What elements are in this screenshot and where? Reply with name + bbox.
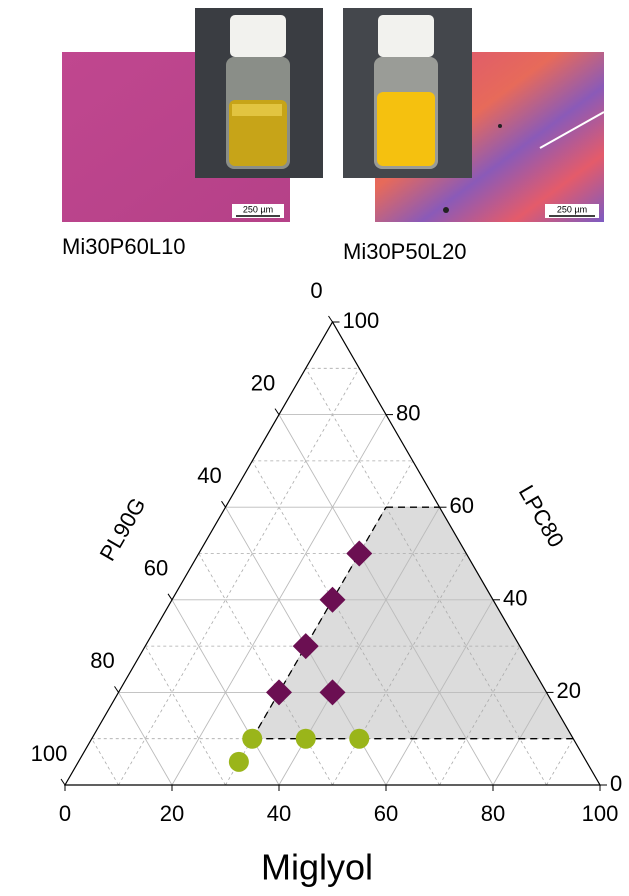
left-tick-label: 80 (90, 648, 114, 673)
data-point (292, 633, 319, 660)
left-tick-label: 20 (251, 370, 275, 395)
minor-grid-line (144, 645, 226, 786)
minor-grid-line (91, 738, 119, 786)
left-tick-label: 0 (310, 278, 322, 303)
grid-line (385, 599, 494, 786)
right-tick-label: 20 (557, 678, 581, 703)
vial-photo-1 (195, 8, 323, 178)
bottom-tick-label: 60 (374, 801, 398, 826)
tick-mark (60, 778, 66, 786)
data-point (266, 679, 292, 706)
bottom-tick-label: 100 (582, 801, 619, 826)
panel-caption: Mi30P60L10 (62, 234, 186, 259)
vial-photo-2 (343, 8, 472, 178)
grid-line (171, 599, 280, 786)
tick-mark (114, 686, 119, 693)
tick-mark (221, 500, 226, 508)
right-tick-label: 100 (343, 308, 380, 333)
axis-title: Miglyol (261, 847, 373, 888)
scale-bar-label: 250 µm (557, 204, 587, 214)
ternary-chart: 0 20 40 60 80 100 0 20 40 60 80 100 0 20 40 60 80 100 Migl… (31, 278, 623, 888)
data-point (346, 540, 373, 567)
data-point (349, 728, 370, 749)
tick-mark (167, 593, 173, 601)
bottom-tick-label: 0 (59, 801, 71, 826)
left-tick-label: 100 (31, 741, 68, 766)
left-tick-label: 60 (144, 556, 168, 581)
axis-title: LPC80 (514, 481, 569, 552)
left-tick-label: 40 (197, 463, 221, 488)
panel-caption: Mi30P50L20 (343, 239, 467, 264)
grid-line (118, 692, 173, 786)
data-point (319, 679, 346, 706)
triangle-frame (63, 320, 602, 786)
scale-bar-label: 250 µm (243, 204, 273, 214)
minor-grid-line (118, 368, 360, 786)
right-tick-label: 80 (396, 400, 420, 425)
right-tick-label: 60 (450, 493, 474, 518)
data-point (295, 728, 316, 749)
data-point (319, 586, 346, 613)
right-tick-label: 0 (610, 771, 622, 796)
minor-grid-line (546, 738, 574, 786)
minor-grid-line (305, 368, 547, 786)
minor-grid-line (251, 460, 440, 786)
tick-mark (328, 315, 333, 323)
tick-mark (274, 408, 280, 415)
minor-grid-line (439, 645, 521, 786)
bottom-tick-label: 20 (160, 801, 184, 826)
bottom-tick-label: 40 (267, 801, 291, 826)
data-point (228, 751, 249, 772)
data-point (242, 728, 263, 749)
bottom-tick-label: 80 (481, 801, 505, 826)
axis-title: PL90G (95, 493, 151, 565)
right-tick-label: 40 (503, 586, 527, 611)
phase-region (252, 507, 574, 739)
